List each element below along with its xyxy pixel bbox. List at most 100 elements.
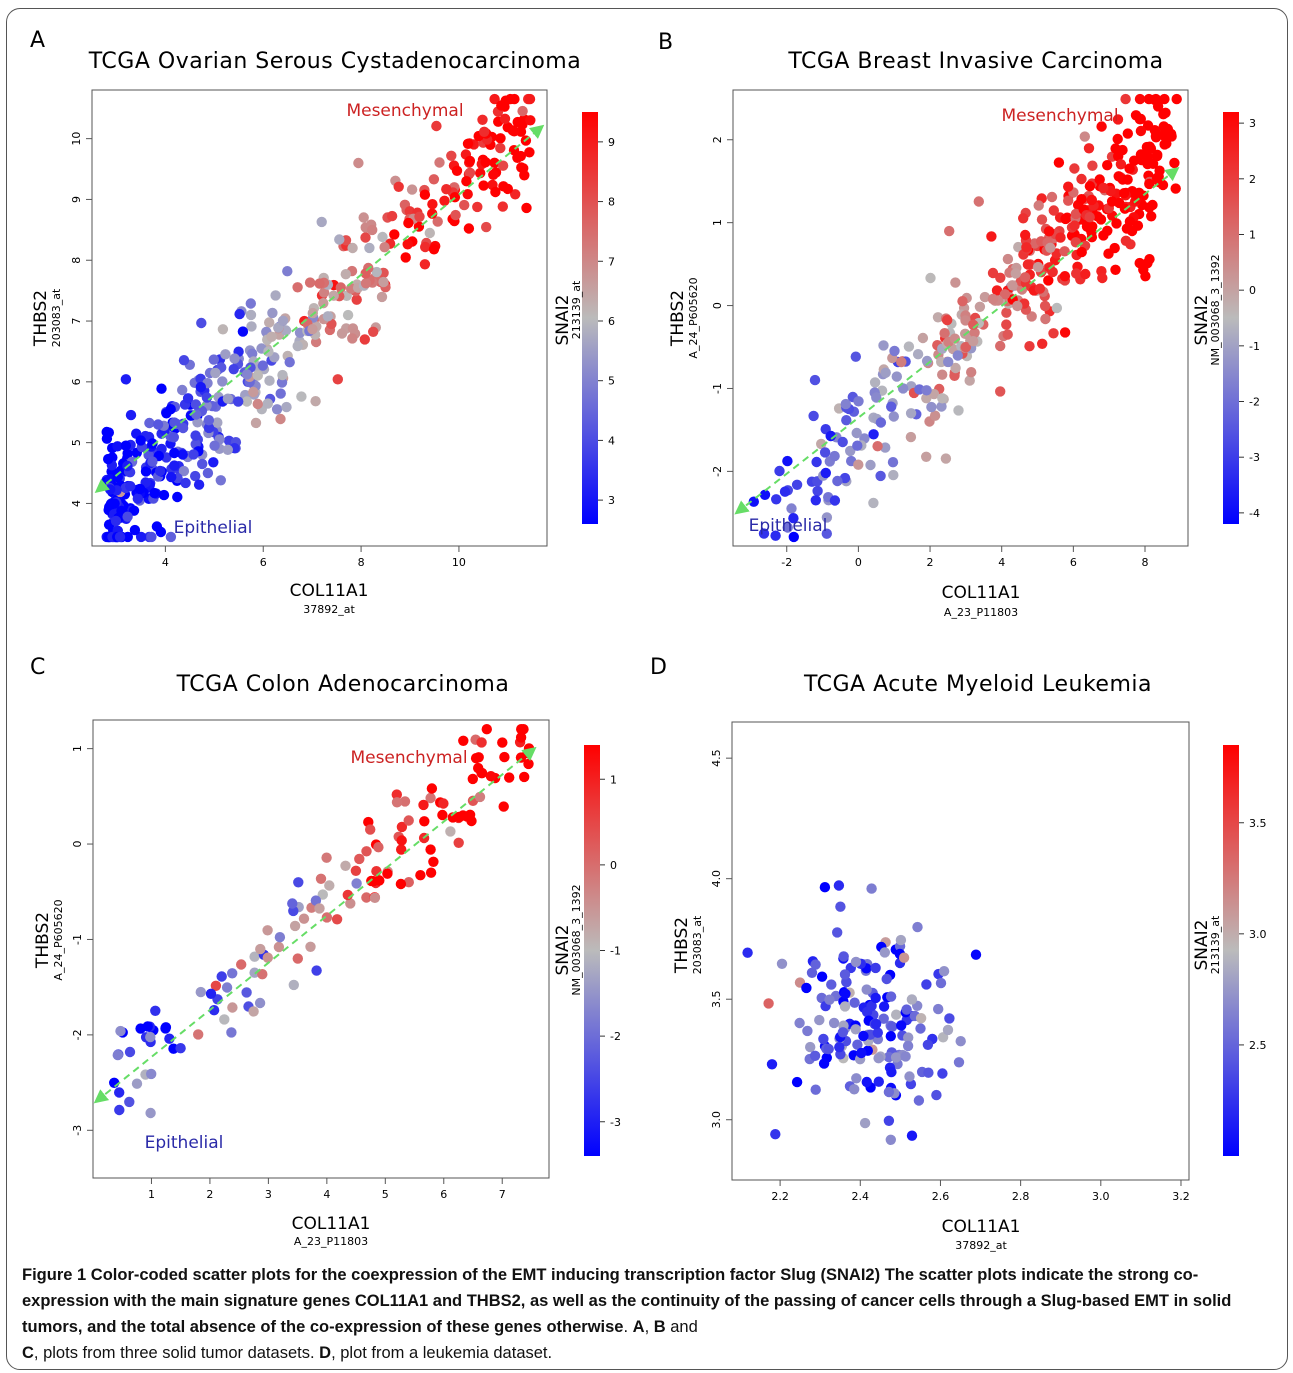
data-point [393,181,404,192]
data-point [782,522,793,533]
data-point [805,1041,816,1053]
data-point [473,752,484,763]
colorbar-ticks-d: 2.5 3.0 3.5 [1239,817,1267,1052]
data-point [314,903,325,914]
data-point [1122,128,1134,139]
data-point [497,737,508,748]
data-point [275,388,286,399]
x-tick-label: 3.2 [1172,1190,1190,1203]
data-point [462,138,474,149]
data-point [217,376,228,387]
data-point [834,1042,845,1053]
data-point [262,398,273,409]
data-point [369,892,381,903]
data-point [252,398,263,410]
data-point [966,367,977,378]
y-tick-label: 1 [711,219,724,226]
data-point [310,396,321,407]
x-tick-label: 4 [323,1188,330,1201]
data-point [420,241,431,253]
data-point [885,991,897,1002]
panel-c: TCGA Colon Adenocarcinoma 1 2 3 4 5 6 7 -3 -2 -1 0… [33,672,621,1248]
data-point [832,475,843,487]
data-point [321,852,332,863]
x-tick-label: 5 [382,1188,389,1201]
data-point [974,301,986,312]
data-point [195,381,206,393]
data-point [1048,205,1060,216]
colorbar-tick-label: -1 [610,945,621,958]
data-point [1145,143,1157,154]
data-point [770,530,781,541]
epithelial-label-c: Epithelial [145,1133,224,1153]
data-point [122,531,133,543]
data-point [222,444,233,455]
data-point [156,383,167,394]
data-point [120,440,131,451]
data-point [1034,283,1046,294]
data-point [477,114,488,126]
data-point [481,221,492,233]
data-point [926,401,937,413]
data-point [478,180,489,191]
data-point [439,195,450,206]
data-point [885,1134,896,1146]
data-point [115,1025,126,1037]
data-point [942,1024,954,1036]
x-tick-label: -2 [781,556,792,569]
data-point [1120,235,1132,246]
data-point [203,415,215,426]
y-tick-label: 3.0 [710,1111,723,1129]
data-point [758,528,770,539]
data-point [878,1001,890,1012]
data-point [889,345,900,357]
data-point [1098,230,1109,241]
data-point [378,276,389,288]
y-axis-sublabel-b: A_24_P605620 [687,277,700,358]
data-point [236,959,247,970]
data-point [114,1087,125,1098]
data-point [841,977,852,988]
panel-b: TCGA Breast Invasive Carcinoma -2 0 2 4 6 8-2… [668,49,1260,619]
data-point [786,503,797,514]
data-point [849,1084,860,1095]
x-tick-label: 6 [1070,556,1077,569]
data-point [360,278,372,289]
data-point [1040,313,1051,325]
y-tick-label: -1 [71,934,84,945]
data-point [906,994,918,1005]
data-point [250,417,262,429]
data-point [1021,242,1032,253]
chart-title-c: TCGA Colon Adenocarcinoma [176,672,510,697]
data-point [305,941,316,952]
data-point [921,451,932,462]
y-tick-label: 1 [71,745,84,752]
data-point [942,314,953,326]
colorbar-ticks-b: -4 -3 -2 -1 0 1 2 3 [1239,117,1260,520]
y-tick-label: 3.5 [710,990,723,1008]
data-point [114,531,126,543]
data-point [1160,107,1171,119]
y-tick-label: -2 [71,1029,84,1040]
data-point [125,481,136,492]
data-point [905,408,917,419]
data-point [1120,93,1131,105]
data-point [895,934,907,946]
data-point [257,360,268,371]
data-point [1080,268,1091,280]
y-tick-label: 2 [711,136,724,143]
data-point [145,1031,156,1043]
data-point [463,223,475,234]
colorbar-tick-label: 3.0 [1249,928,1267,941]
data-point [950,277,961,288]
data-point [132,493,143,504]
trend-arrow [93,746,537,1104]
data-point [986,231,997,242]
data-point [808,410,819,422]
x-tick-label: 1 [148,1188,155,1201]
data-point [457,810,469,821]
data-point [937,369,948,380]
y-tick-label: 6 [70,378,83,385]
data-point [829,495,841,506]
data-point [281,401,292,413]
